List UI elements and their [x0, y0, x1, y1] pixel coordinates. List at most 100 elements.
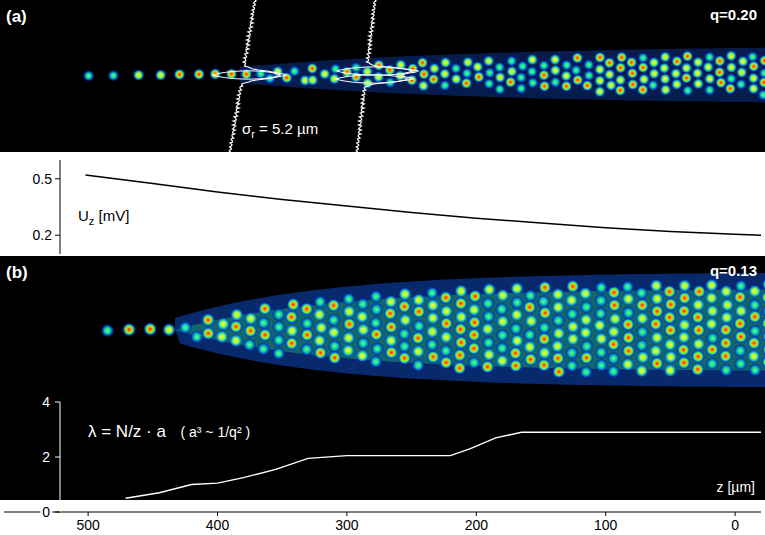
- ion: [216, 317, 230, 331]
- ion: [635, 286, 649, 300]
- haze: [240, 48, 765, 103]
- ion: [285, 324, 299, 338]
- ion: [682, 50, 694, 62]
- ion: [719, 363, 733, 377]
- ion: [397, 327, 411, 341]
- ion: [719, 349, 733, 363]
- ion: [549, 76, 561, 88]
- ion: [761, 316, 765, 330]
- ion: [467, 341, 481, 355]
- ion: [714, 66, 726, 78]
- ion: [583, 70, 595, 82]
- ion: [692, 67, 704, 79]
- x-tick: [605, 512, 606, 516]
- x-tick: [735, 512, 736, 516]
- ion: [439, 330, 453, 344]
- ion: [440, 57, 452, 69]
- ion: [648, 57, 660, 69]
- ion: [482, 348, 496, 362]
- ion: [122, 323, 136, 337]
- ion: [759, 55, 765, 67]
- ion: [691, 350, 705, 364]
- ion: [510, 308, 524, 322]
- u-plot: [86, 175, 762, 235]
- ion: [571, 52, 583, 64]
- ion: [369, 355, 383, 369]
- ion: [428, 63, 440, 75]
- x-tick-label: 500: [76, 517, 100, 533]
- ion: [650, 304, 664, 318]
- ion: [748, 72, 760, 84]
- ion: [725, 61, 737, 73]
- ion: [635, 338, 649, 352]
- ion: [439, 304, 453, 318]
- ion: [734, 330, 748, 344]
- ion: [467, 356, 481, 370]
- ion: [663, 285, 677, 299]
- ion: [579, 300, 593, 314]
- ion: [539, 80, 551, 92]
- ion: [677, 304, 691, 318]
- ion: [356, 297, 370, 311]
- ion: [608, 312, 622, 326]
- ion: [650, 292, 664, 306]
- ion: [327, 298, 341, 312]
- ion: [83, 70, 95, 82]
- ion: [614, 74, 626, 86]
- y-tick-label: 0.5: [33, 171, 53, 187]
- ion: [314, 321, 328, 335]
- ion: [426, 298, 440, 312]
- y-tick: [55, 178, 60, 179]
- ion: [724, 83, 736, 95]
- ion: [748, 324, 762, 338]
- ion: [509, 359, 523, 373]
- ion: [453, 348, 467, 362]
- ion: [537, 332, 551, 346]
- ion: [670, 68, 682, 80]
- ion: [426, 350, 440, 364]
- x-tick: [346, 512, 347, 516]
- ion: [509, 322, 523, 336]
- ion: [551, 300, 565, 314]
- ion: [735, 78, 747, 90]
- q-label: q=0.20: [710, 6, 757, 23]
- ion: [342, 292, 356, 306]
- ion: [495, 302, 509, 316]
- x-tick-label: 0: [731, 517, 739, 533]
- ion: [162, 323, 176, 337]
- ion: [417, 57, 429, 69]
- ion: [306, 63, 318, 75]
- ion: [747, 349, 761, 363]
- ion: [412, 319, 426, 333]
- ion: [244, 324, 258, 338]
- ion: [313, 334, 327, 348]
- ion: [383, 307, 397, 321]
- ion: [483, 78, 495, 90]
- ion: [594, 281, 608, 295]
- ion: [635, 298, 649, 312]
- ion: [523, 300, 537, 314]
- ion: [614, 84, 626, 96]
- panel-b-image: [101, 273, 765, 387]
- ion: [705, 317, 719, 331]
- y-tick-label: 0: [42, 504, 50, 520]
- ion: [748, 363, 762, 377]
- ion: [734, 357, 748, 371]
- ion: [604, 69, 616, 81]
- ion: [678, 279, 692, 293]
- ion: [454, 322, 468, 336]
- ion: [300, 328, 314, 342]
- ion: [411, 345, 425, 359]
- ion: [439, 356, 453, 370]
- ion: [647, 79, 659, 91]
- ion: [327, 313, 341, 327]
- ion: [664, 323, 678, 337]
- ion: [622, 344, 636, 358]
- y-tick: [55, 402, 60, 403]
- figure: (a)q=0.20σr = 5.2 µm(b)q=0.130.50.2Uz [m…: [0, 0, 765, 535]
- ion: [608, 298, 622, 312]
- y-axis-title: Uz [mV]: [78, 207, 129, 227]
- ion: [482, 336, 496, 350]
- ion: [240, 68, 252, 80]
- panel-a-background: [0, 0, 765, 152]
